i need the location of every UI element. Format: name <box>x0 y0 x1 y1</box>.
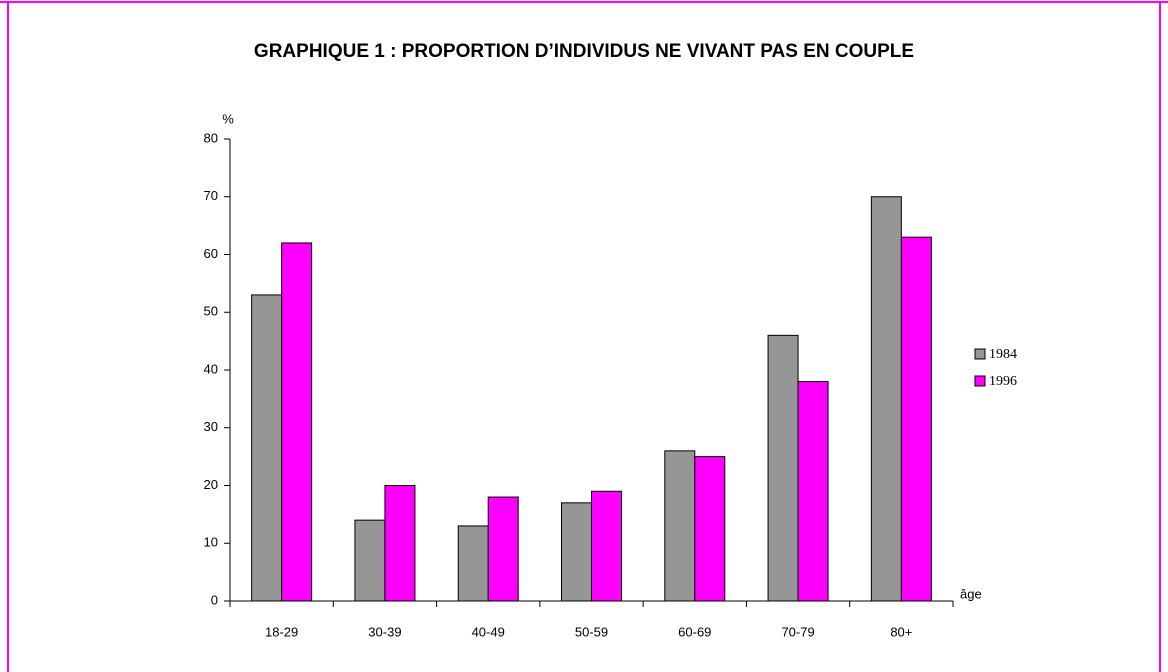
y-tick-label: 50 <box>204 304 218 319</box>
x-tick-label: 60-69 <box>678 624 711 639</box>
bar <box>767 334 799 602</box>
chart-title: GRAPHIQUE 1 : PROPORTION D’INDIVIDUS NE … <box>254 41 914 62</box>
y-tick-label: 60 <box>204 246 218 261</box>
bar <box>384 485 416 602</box>
x-tick-label: 40-49 <box>472 624 505 639</box>
legend-label: 1984 <box>989 347 1017 362</box>
bar <box>281 242 313 602</box>
bar <box>694 456 726 602</box>
bar <box>457 525 489 602</box>
y-tick-label: 10 <box>204 535 218 550</box>
legend-swatch <box>974 348 986 360</box>
legend-label: 1996 <box>989 374 1017 389</box>
y-tick-label: 40 <box>204 361 218 376</box>
x-tick-label: 50-59 <box>575 624 608 639</box>
x-tick-label: 30-39 <box>368 624 401 639</box>
bar <box>797 381 829 602</box>
bar <box>561 502 592 602</box>
legend-swatch <box>974 375 986 387</box>
bar <box>487 496 519 602</box>
y-tick-label: 30 <box>204 419 218 434</box>
bar <box>591 490 622 602</box>
y-tick-label: 80 <box>204 130 218 145</box>
bar <box>664 450 696 602</box>
y-tick-label: 70 <box>204 188 218 203</box>
y-axis-label: % <box>222 111 234 126</box>
y-tick-label: 0 <box>211 592 218 607</box>
x-tick-label: 18-29 <box>265 624 298 639</box>
x-axis-label: âge <box>960 586 982 601</box>
x-tick-label: 70-79 <box>781 624 814 639</box>
x-tick-label: 80+ <box>890 624 912 639</box>
bar <box>900 236 932 602</box>
bar <box>870 196 902 602</box>
bar <box>251 294 283 602</box>
bar <box>354 519 386 602</box>
y-tick-label: 20 <box>204 477 218 492</box>
